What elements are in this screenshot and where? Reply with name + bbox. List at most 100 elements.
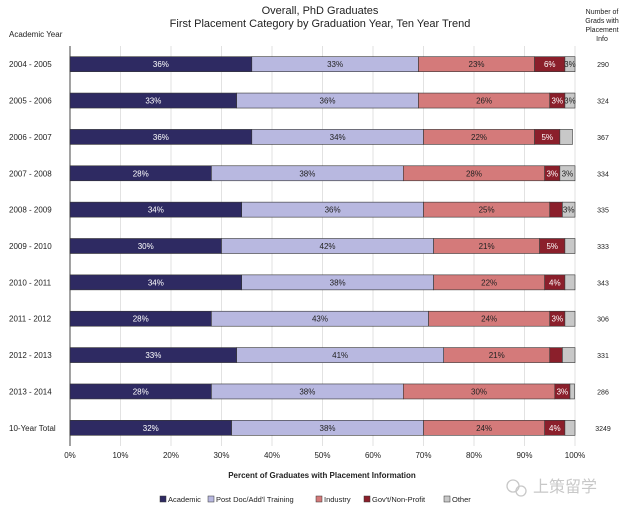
x-tick-label: 20% <box>163 451 179 460</box>
category-label: 2005 - 2006 <box>9 97 52 106</box>
bar-segment <box>549 347 563 363</box>
bar-label: 26% <box>476 97 492 106</box>
bar-label: 28% <box>133 315 149 324</box>
bar-label: 33% <box>145 97 161 106</box>
x-axis-title: Percent of Graduates with Placement Info… <box>228 471 416 480</box>
x-tick-label: 90% <box>516 451 532 460</box>
x-tick-label: 80% <box>466 451 482 460</box>
x-tick-label: 50% <box>314 451 330 460</box>
category-label: 2009 - 2010 <box>9 242 52 251</box>
bars <box>69 56 576 436</box>
category-label: 2006 - 2007 <box>9 133 52 142</box>
bar-label: 34% <box>148 206 164 215</box>
bar-segment <box>564 420 576 436</box>
bar-label: 4% <box>549 278 561 287</box>
bar-label: 3% <box>562 169 574 178</box>
right-header-line: Info <box>596 36 608 43</box>
right-header-line: Grads with <box>585 18 619 25</box>
right-header-line: Number of <box>586 9 619 16</box>
bar-segment <box>559 129 573 145</box>
category-labels: 2004 - 2005 2005 - 2006 2006 - 2007 2007 - … <box>9 60 56 433</box>
x-tick-label: 70% <box>415 451 431 460</box>
x-tick-label: 100% <box>565 451 585 460</box>
count-label: 331 <box>597 353 609 360</box>
bar-label: 22% <box>481 278 497 287</box>
bar-label: 36% <box>153 133 169 142</box>
y-axis-title: Academic Year <box>9 30 63 39</box>
watermark: 上策留学 <box>506 478 597 497</box>
bar-label: 36% <box>325 206 341 215</box>
bar-label: 25% <box>479 206 495 215</box>
bar-label: 36% <box>320 97 336 106</box>
bar-label: 24% <box>481 315 497 324</box>
bar-label: 38% <box>299 169 315 178</box>
right-header: Number of Grads with Placement Info <box>585 9 619 43</box>
bar-label: 28% <box>133 387 149 396</box>
legend: Academic Post Doc/Add'l Training Industry G… <box>159 495 471 504</box>
watermark-text: 上策留学 <box>533 478 597 496</box>
bar-segment <box>569 383 575 400</box>
category-label: 2008 - 2009 <box>9 206 52 215</box>
bar-segment <box>564 238 576 254</box>
chart-title: Overall, PhD Graduates <box>262 5 379 17</box>
bar-label: 43% <box>312 315 328 324</box>
wechat-icon-bubble <box>515 485 527 497</box>
count-label: 333 <box>597 244 609 251</box>
bar-label: 30% <box>138 242 154 251</box>
legend-label: Other <box>452 495 471 504</box>
count-label: 335 <box>597 208 609 215</box>
bar-label: 33% <box>327 60 343 69</box>
bar-label: 41% <box>332 351 348 360</box>
bar-label: 22% <box>471 133 487 142</box>
bar-labels: 36% 33% 23% 6% 3%33% 36% 26% 3% 3%36% 34% 22% 5%28%… <box>133 60 576 433</box>
category-label: 2011 - 2012 <box>9 315 52 324</box>
bar-segment <box>562 201 576 218</box>
legend-label: Industry <box>324 495 351 504</box>
bar-label: 3% <box>546 169 558 178</box>
legend-label: Gov't/Non-Profit <box>372 495 426 504</box>
category-label: 2012 - 2013 <box>9 351 52 360</box>
bar-label: 3% <box>564 60 576 69</box>
legend-swatch <box>159 495 167 503</box>
legend-swatch <box>363 495 371 503</box>
chart-subtitle: First Placement Category by Graduation Y… <box>170 18 471 30</box>
x-tick-label: 10% <box>112 451 128 460</box>
count-label: 367 <box>597 135 609 142</box>
bar-label: 5% <box>546 242 558 251</box>
bar-label: 38% <box>320 424 336 433</box>
bar-label: 28% <box>133 169 149 178</box>
legend-label: Academic <box>168 495 201 504</box>
legend-swatch <box>443 495 451 503</box>
bar-label: 36% <box>153 60 169 69</box>
bar-label: 5% <box>541 133 553 142</box>
category-label: 2007 - 2008 <box>9 169 52 178</box>
bar-segment <box>564 56 576 72</box>
bar-segment <box>564 92 576 109</box>
x-tick-label: 60% <box>365 451 381 460</box>
bar-segment <box>562 347 576 363</box>
count-labels: 290 324 367 334 335 333 343 306 331 286 3249 <box>595 62 611 433</box>
bar-segment <box>564 310 576 327</box>
bar-label: 3% <box>564 97 576 106</box>
bar-label: 3% <box>552 97 564 106</box>
bar-label: 21% <box>489 351 505 360</box>
bar-label: 30% <box>471 387 487 396</box>
bar-label: 38% <box>330 278 346 287</box>
legend-swatch <box>315 495 323 503</box>
bar-label: 3% <box>552 315 564 324</box>
x-tick-labels: 0% 10% 20% 30% 40% 50% 60% 70% 80% 90% 100% <box>64 451 585 460</box>
bar-segment <box>559 165 576 182</box>
category-label: 2004 - 2005 <box>9 60 52 69</box>
count-label: 3249 <box>595 426 611 433</box>
bar-label: 24% <box>476 424 492 433</box>
bar-label: 21% <box>479 242 495 251</box>
bar-label: 3% <box>563 206 575 215</box>
bar-segment <box>549 201 563 218</box>
count-label: 324 <box>597 99 609 106</box>
bar-label: 38% <box>299 387 315 396</box>
bar-label: 6% <box>544 60 556 69</box>
bar-label: 28% <box>466 169 482 178</box>
legend-swatch <box>207 495 215 503</box>
x-tick-label: 40% <box>264 451 280 460</box>
